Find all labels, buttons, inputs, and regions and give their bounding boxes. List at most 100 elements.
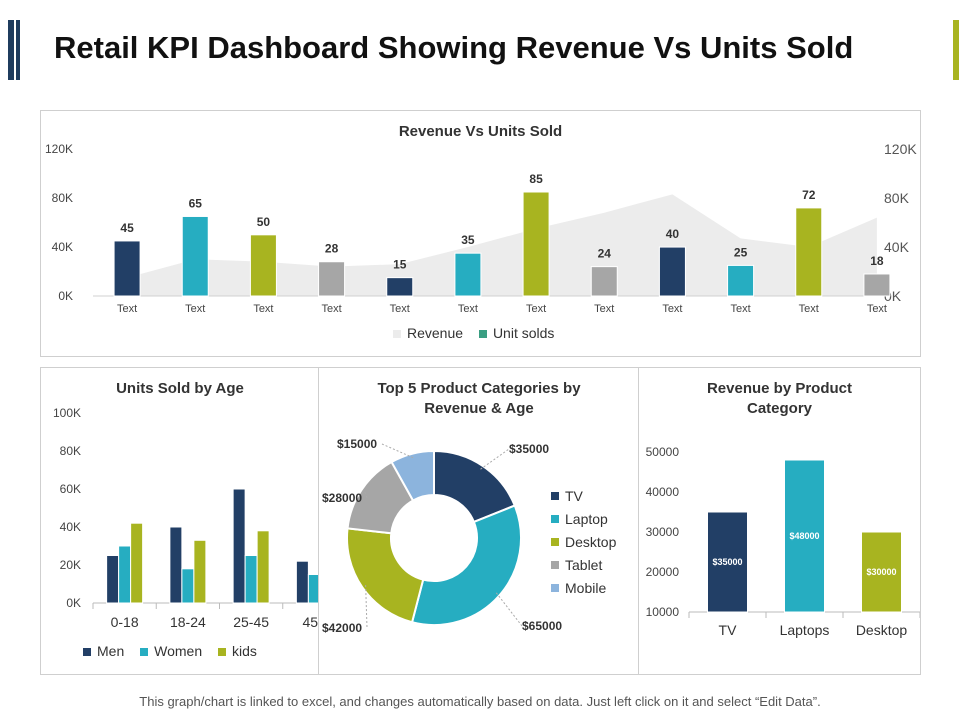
age-bar — [256, 530, 270, 604]
age-bar — [181, 568, 195, 604]
x-tick-label: Text — [662, 303, 682, 315]
revenue-vs-units-panel: Revenue Vs Units Sold 0K 40K 80K 120K 0K 40K 8… — [40, 110, 921, 357]
units-bar-label: 65 — [189, 196, 203, 210]
units-by-age-panel: Units Sold by Age 0K 20K 40K 60K 80K 100K 0-18… — [40, 367, 320, 675]
donut-value-label: $28000 — [322, 491, 362, 505]
x-tick-label: Text — [799, 303, 819, 315]
x-tick-label: Text — [321, 303, 341, 315]
top5-categories-chart[interactable]: $35000 $65000 $42000 $28000 $15000 TV Laptop De… — [319, 430, 639, 670]
age-bar — [193, 539, 207, 604]
legend-label: Desktop — [565, 534, 617, 550]
donut-value-label: $65000 — [522, 619, 562, 633]
right-axis-tick: 120K — [884, 141, 917, 157]
legend-swatch-kids — [218, 648, 226, 657]
x-tick-label: 45+ — [303, 614, 320, 630]
left-axis-tick: 0K — [58, 289, 73, 303]
x-tick-label: Text — [730, 303, 750, 315]
legend-swatch-women — [140, 648, 149, 657]
category-bar-label: $35000 — [712, 557, 742, 567]
revenue-by-category-panel: Revenue by Product Category 10000 20000 30… — [638, 367, 921, 675]
legend-label: Mobile — [565, 580, 606, 596]
category-bar — [784, 459, 825, 613]
x-tick-label: Laptops — [780, 622, 830, 638]
top5-categories-panel: Top 5 Product Categories by Revenue & Ag… — [318, 367, 640, 675]
age-bar — [244, 555, 258, 604]
revenue-area — [127, 194, 877, 296]
y-axis-tick: 60K — [60, 482, 81, 496]
age-bar — [130, 522, 144, 604]
x-tick-label: Text — [117, 303, 137, 315]
y-axis-tick: 40000 — [646, 485, 680, 499]
units-bar — [522, 191, 550, 297]
y-axis-tick: 100K — [53, 406, 81, 420]
units-bar — [318, 261, 346, 297]
units-bar — [386, 277, 414, 297]
y-axis-tick: 20000 — [646, 565, 680, 579]
legend-swatch — [551, 515, 559, 523]
y-axis-tick: 20K — [60, 558, 81, 572]
units-by-age-chart[interactable]: 0K 20K 40K 60K 80K 100K 0-18 18-24 25-45 45+ — [41, 400, 319, 650]
x-tick-label: 0-18 — [111, 614, 139, 630]
y-axis-tick: 50000 — [646, 445, 680, 459]
y-axis-tick: 80K — [60, 444, 81, 458]
units-bar-label: 25 — [734, 245, 748, 259]
right-accent-bar — [953, 20, 959, 80]
donut-leader-line — [480, 448, 510, 470]
x-tick-label: Text — [526, 303, 546, 315]
units-bar-label: 18 — [870, 254, 884, 268]
units-bar-label: 24 — [598, 247, 612, 261]
left-axis-tick: 40K — [52, 240, 73, 254]
donut-value-label: $35000 — [509, 442, 549, 456]
x-tick-label: Text — [185, 303, 205, 315]
page-title: Retail KPI Dashboard Showing Revenue Vs … — [54, 30, 854, 65]
left-axis-tick: 120K — [45, 142, 73, 156]
age-bar — [118, 545, 132, 604]
donut-value-label: $15000 — [337, 437, 377, 451]
y-axis-tick: 30000 — [646, 525, 680, 539]
legend-swatch — [551, 584, 559, 592]
legend-label-men: Men — [97, 643, 125, 659]
units-bar-label: 72 — [802, 188, 816, 202]
revenue-by-category-chart[interactable]: 10000 20000 30000 40000 50000 $35000 TV $48000 L… — [639, 430, 920, 670]
units-bar-label: 50 — [257, 215, 271, 229]
age-bar — [169, 526, 183, 604]
units-bar — [181, 215, 209, 297]
units-bar — [863, 273, 891, 297]
left-accent-bar — [8, 20, 14, 80]
units-bar — [795, 207, 823, 297]
donut-slice — [390, 449, 435, 502]
x-tick-label: Text — [458, 303, 478, 315]
legend-label: Laptop — [565, 511, 608, 527]
category-bar-label: $30000 — [866, 567, 896, 577]
x-tick-label: 18-24 — [170, 614, 206, 630]
right-axis-tick: 40K — [884, 239, 910, 255]
category-bar — [861, 531, 902, 613]
legend-swatch — [551, 538, 559, 546]
legend-label-revenue: Revenue — [407, 325, 464, 341]
legend-label-women: Women — [154, 643, 203, 659]
legend-label: Tablet — [565, 557, 602, 573]
units-bar-label: 15 — [393, 258, 407, 272]
revenue-vs-units-chart[interactable]: 0K40K80K120K0K40K80K120K45Text65Text50Te… — [41, 139, 920, 344]
units-bar — [727, 264, 755, 297]
donut-leader-line — [365, 585, 368, 629]
x-tick-label: Desktop — [856, 622, 908, 638]
chart-legend: Men Women kids — [83, 643, 257, 659]
age-bar — [307, 574, 319, 604]
legend-label-kids: kids — [232, 643, 257, 659]
units-bar-label: 35 — [461, 233, 475, 247]
left-axis-tick: 80K — [52, 191, 73, 205]
donut-leader-line — [381, 443, 414, 459]
x-tick-label: Text — [390, 303, 410, 315]
units-bar — [113, 240, 141, 297]
category-bar — [707, 511, 748, 613]
x-tick-label: Text — [594, 303, 614, 315]
donut-leader-line — [495, 592, 523, 627]
units-bar-label: 85 — [529, 172, 543, 186]
legend-swatch-units — [478, 330, 487, 339]
donut-value-label: $42000 — [322, 621, 362, 635]
donut-slice — [410, 504, 522, 626]
y-axis-tick: 0K — [66, 596, 81, 610]
legend-swatch — [551, 492, 559, 500]
units-bar-label: 40 — [666, 227, 680, 241]
